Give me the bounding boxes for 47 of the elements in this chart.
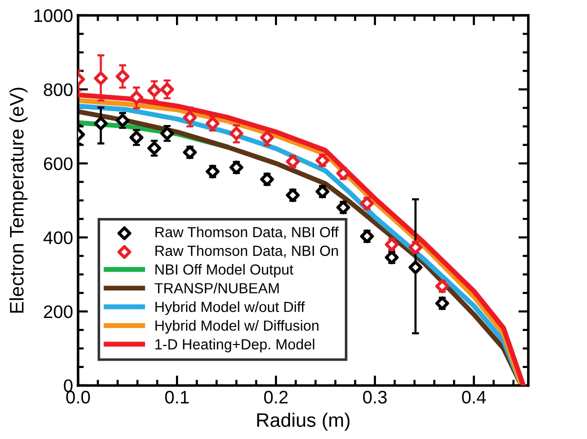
point xyxy=(435,296,450,310)
legend-label: 1-D Heating+Dep. Model xyxy=(155,338,314,352)
legend-label: Hybrid Model w/out Diff xyxy=(155,301,305,315)
point xyxy=(336,200,350,214)
point xyxy=(384,238,399,252)
y-tick-label: 600 xyxy=(44,157,73,170)
point xyxy=(147,141,162,156)
legend-label: TRANSP/NUBEAM xyxy=(154,282,279,294)
x-tick-label: 0.3 xyxy=(363,390,387,404)
y-tick-label: 200 xyxy=(44,305,73,318)
y-axis-title: Electron Temperature (eV) xyxy=(9,88,28,313)
point xyxy=(182,145,197,160)
point xyxy=(116,114,130,128)
point xyxy=(435,279,450,294)
legend-label: NBI Off Model Output xyxy=(155,264,294,278)
point xyxy=(147,84,162,98)
point xyxy=(206,164,220,178)
legend-label: Raw Thomson Data, NBI On xyxy=(155,245,338,258)
point xyxy=(260,130,274,144)
x-tick-label: 0.1 xyxy=(165,390,189,404)
point xyxy=(286,154,300,168)
point xyxy=(229,160,244,174)
point xyxy=(160,82,174,96)
point xyxy=(130,90,144,104)
x-tick-label: 0.0 xyxy=(66,390,90,404)
y-tick-label: 1000 xyxy=(34,9,73,22)
point xyxy=(182,110,197,124)
point xyxy=(316,184,330,198)
point xyxy=(286,188,300,202)
x-axis-title: Radius (m) xyxy=(257,412,350,431)
x-tick-label: 0.4 xyxy=(462,390,486,404)
point xyxy=(94,116,108,130)
y-tick-label: 0 xyxy=(64,379,73,392)
point xyxy=(260,172,274,186)
y-tick-label: 400 xyxy=(44,231,73,244)
point xyxy=(229,126,244,140)
point xyxy=(206,116,220,130)
y-tick-label: 800 xyxy=(44,83,73,96)
point xyxy=(408,260,422,274)
legend-label: Hybrid Model w/ Diffusion xyxy=(155,320,318,334)
point xyxy=(130,130,144,144)
point xyxy=(316,154,330,168)
point xyxy=(116,70,130,84)
x-tick-label: 0.2 xyxy=(264,390,288,404)
legend-label: Raw Thomson Data, NBI Off xyxy=(155,226,339,240)
point xyxy=(160,126,174,140)
point xyxy=(94,71,108,86)
